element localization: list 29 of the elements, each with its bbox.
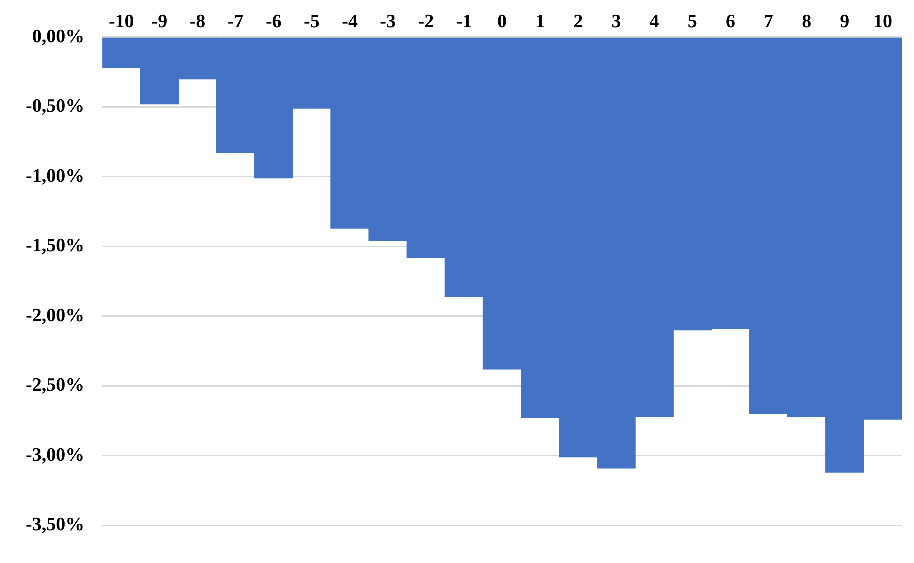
x-tick-label: 6 bbox=[726, 12, 736, 33]
x-tick-label: 2 bbox=[574, 12, 584, 33]
x-tick-label: 0 bbox=[498, 12, 508, 33]
y-tick-label: -1,50% bbox=[26, 236, 85, 257]
y-tick-label: -3,00% bbox=[26, 444, 85, 466]
x-tick-label: 7 bbox=[764, 12, 774, 33]
x-tick-label: -9 bbox=[152, 12, 168, 33]
x-tick-label: 4 bbox=[650, 12, 660, 33]
y-tick-label: -3,50% bbox=[26, 514, 85, 536]
x-tick-label: -7 bbox=[228, 12, 244, 33]
x-tick-label: -6 bbox=[266, 12, 282, 33]
x-tick-label: -4 bbox=[342, 12, 358, 33]
x-tick-label: 3 bbox=[612, 12, 622, 33]
x-tick-label: 8 bbox=[802, 12, 812, 33]
x-tick-label: 1 bbox=[536, 12, 546, 33]
y-tick-label: -1,00% bbox=[26, 166, 85, 187]
x-tick-label: -8 bbox=[190, 12, 206, 33]
y-tick-label: -2,50% bbox=[26, 375, 85, 396]
x-tick-label: -5 bbox=[304, 12, 320, 33]
y-tick-label: 0,00% bbox=[32, 26, 85, 48]
x-tick-label: -10 bbox=[108, 12, 134, 33]
x-tick-label: 10 bbox=[873, 12, 892, 33]
y-tick-label: -2,00% bbox=[26, 305, 85, 326]
x-tick-label: 5 bbox=[688, 12, 698, 33]
x-tick-label: 9 bbox=[840, 12, 850, 33]
x-tick-label: -2 bbox=[418, 12, 434, 33]
x-tick-label: -3 bbox=[380, 12, 396, 33]
y-tick-label: -0,50% bbox=[26, 96, 85, 118]
x-tick-label: -1 bbox=[456, 12, 472, 33]
